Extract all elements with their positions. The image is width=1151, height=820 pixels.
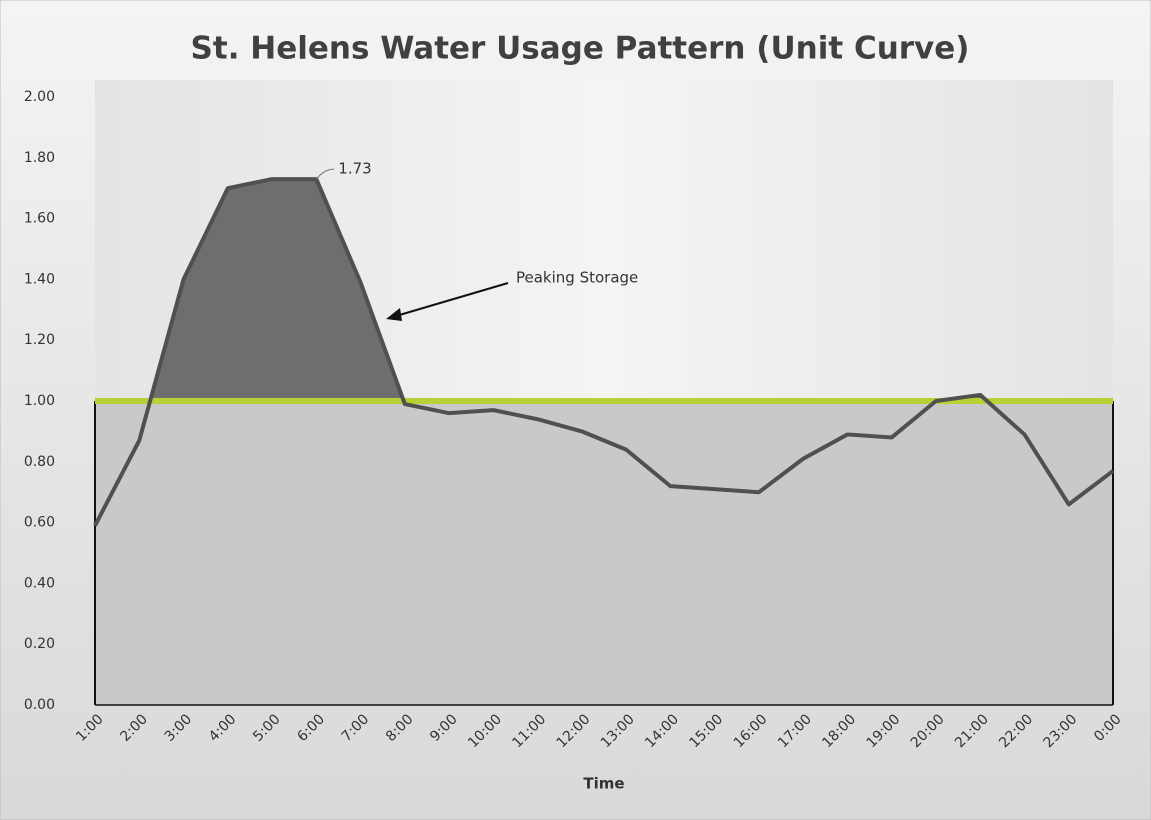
y-tick-label: 1.20: [24, 332, 55, 348]
y-tick-label: 2.00: [24, 89, 55, 105]
reference-area: [95, 401, 1113, 705]
arrow-head: [386, 308, 402, 321]
chart-title: St. Helens Water Usage Pattern (Unit Cur…: [191, 31, 970, 67]
y-tick-label: 1.40: [24, 271, 55, 287]
y-tick-label: 0.40: [24, 575, 55, 591]
data-label: 1.73: [338, 160, 371, 178]
y-tick-label: 0.80: [24, 454, 55, 470]
label-leader: [315, 168, 335, 180]
annotation: Peaking Storage: [516, 269, 638, 287]
x-axis-label: Time: [583, 775, 624, 793]
y-tick-label: 0.20: [24, 636, 55, 652]
y-tick-label: 1.60: [24, 211, 55, 227]
usage-line: [93, 177, 1115, 527]
y-tick-label: 1.00: [24, 393, 55, 409]
y-tick-label: 1.80: [24, 150, 55, 166]
y-tick-label: 0.00: [24, 697, 55, 713]
peaking-area: [95, 179, 1113, 401]
y-tick-label: 0.60: [24, 515, 55, 531]
annotation-arrow: [395, 282, 509, 317]
